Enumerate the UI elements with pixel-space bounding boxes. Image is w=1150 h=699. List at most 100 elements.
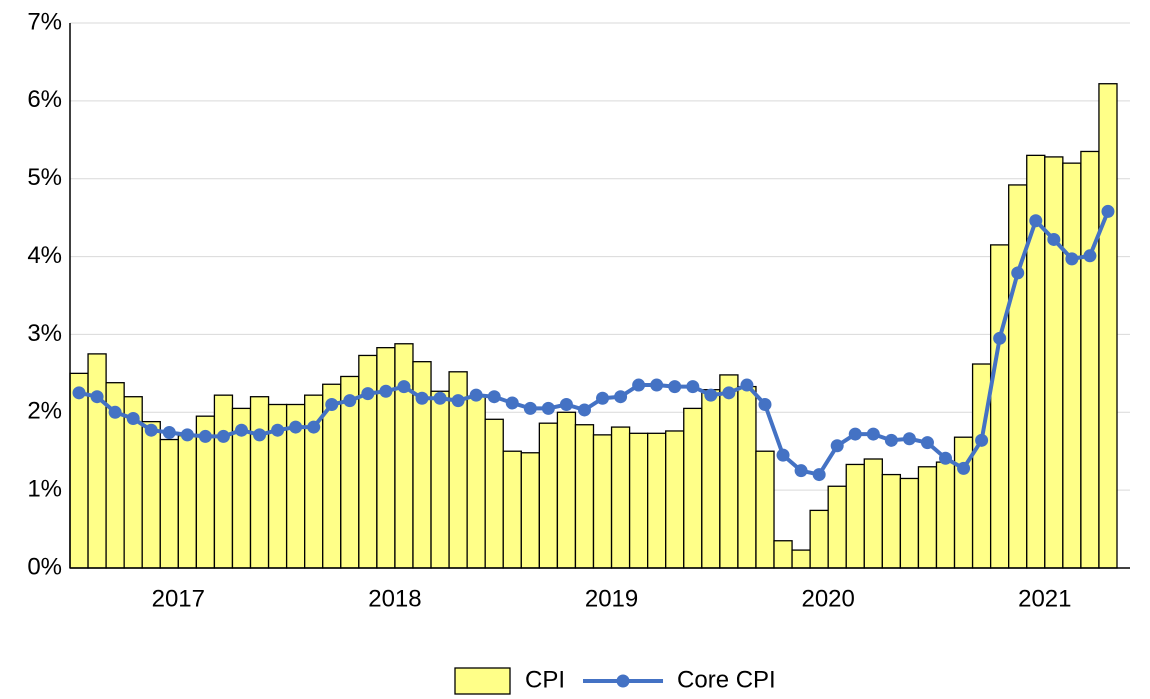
bar [827, 485, 847, 569]
bar [87, 353, 107, 569]
line-marker [722, 386, 736, 400]
line-marker [740, 378, 754, 392]
y-tick-label: 1% [27, 475, 62, 502]
y-tick-label: 6% [27, 86, 62, 113]
x-tick-label: 2020 [801, 585, 854, 612]
line-marker [487, 390, 501, 404]
line-marker [848, 427, 862, 441]
bar [899, 477, 920, 569]
line-marker [812, 468, 826, 482]
line-marker [704, 388, 718, 402]
bar [665, 430, 685, 569]
line-marker [993, 331, 1007, 345]
line-marker [1101, 204, 1115, 218]
bar [791, 549, 811, 569]
line-marker [108, 405, 122, 419]
line-marker [469, 388, 483, 402]
line-marker [451, 394, 465, 408]
line-marker [234, 423, 248, 437]
line-marker [866, 427, 880, 441]
y-tick-label: 2% [27, 398, 62, 425]
line-marker [632, 378, 646, 392]
legend-label: CPI [525, 666, 565, 693]
line-marker [975, 433, 989, 447]
bar [917, 466, 938, 569]
line-marker [776, 448, 790, 462]
bar [719, 374, 739, 569]
legend-label: Core CPI [677, 666, 776, 693]
line-marker [1083, 249, 1097, 263]
bar [845, 463, 865, 569]
y-tick-label: 4% [27, 242, 62, 269]
legend-marker [616, 674, 630, 688]
line-marker [541, 401, 555, 415]
y-tick-label: 5% [27, 164, 62, 191]
legend-swatch [454, 667, 511, 695]
bar [1008, 184, 1028, 569]
bar [177, 434, 198, 569]
bar [376, 347, 396, 569]
line-marker [144, 423, 158, 437]
line-marker [957, 461, 971, 475]
line-marker [433, 391, 447, 405]
y-tick-label: 7% [27, 8, 62, 35]
bar [430, 390, 450, 569]
line-marker [902, 432, 916, 446]
bar [520, 452, 540, 569]
bar [647, 432, 667, 569]
y-tick-label: 0% [27, 553, 62, 580]
line-marker [415, 391, 429, 405]
bar [1062, 162, 1082, 569]
bar [592, 434, 613, 569]
bar [213, 394, 234, 569]
line-marker [1047, 232, 1061, 246]
line-marker [596, 391, 610, 405]
y-tick-label: 3% [27, 320, 62, 347]
x-tick-label: 2021 [1018, 585, 1071, 612]
bar [755, 450, 775, 569]
line-marker [180, 428, 194, 442]
line-marker [830, 439, 844, 453]
line-marker [1029, 214, 1043, 228]
line-marker [216, 429, 230, 443]
line [78, 210, 1110, 477]
line-marker [939, 451, 953, 465]
line-marker [307, 420, 321, 434]
line-marker [90, 390, 104, 404]
bar [935, 461, 956, 569]
bar [701, 389, 721, 569]
bar [737, 385, 757, 569]
bar [574, 424, 595, 569]
line-marker [758, 398, 772, 411]
line-marker [1011, 266, 1025, 280]
line-marker [650, 378, 664, 392]
line-marker [289, 420, 303, 434]
bar [1098, 83, 1118, 569]
bar [881, 473, 902, 569]
line-marker [325, 398, 339, 411]
line-marker [668, 380, 682, 394]
line-marker [559, 398, 573, 411]
line-marker [794, 464, 808, 478]
x-tick-label: 2019 [585, 585, 638, 612]
line-marker [884, 433, 898, 447]
bar [556, 411, 577, 569]
bar [394, 343, 414, 569]
bar [989, 244, 1010, 569]
bar [159, 438, 179, 569]
line-marker [198, 429, 212, 443]
bar [538, 422, 559, 569]
line-marker [271, 423, 285, 437]
line-marker [505, 396, 519, 410]
line-marker [253, 428, 267, 442]
line-marker [361, 387, 375, 401]
line-marker [126, 412, 140, 426]
bar [1080, 150, 1100, 569]
line-marker [343, 394, 357, 408]
bar [809, 509, 829, 569]
bar [69, 372, 89, 569]
line-marker [379, 384, 393, 398]
bar [610, 426, 631, 569]
bar [773, 540, 793, 569]
